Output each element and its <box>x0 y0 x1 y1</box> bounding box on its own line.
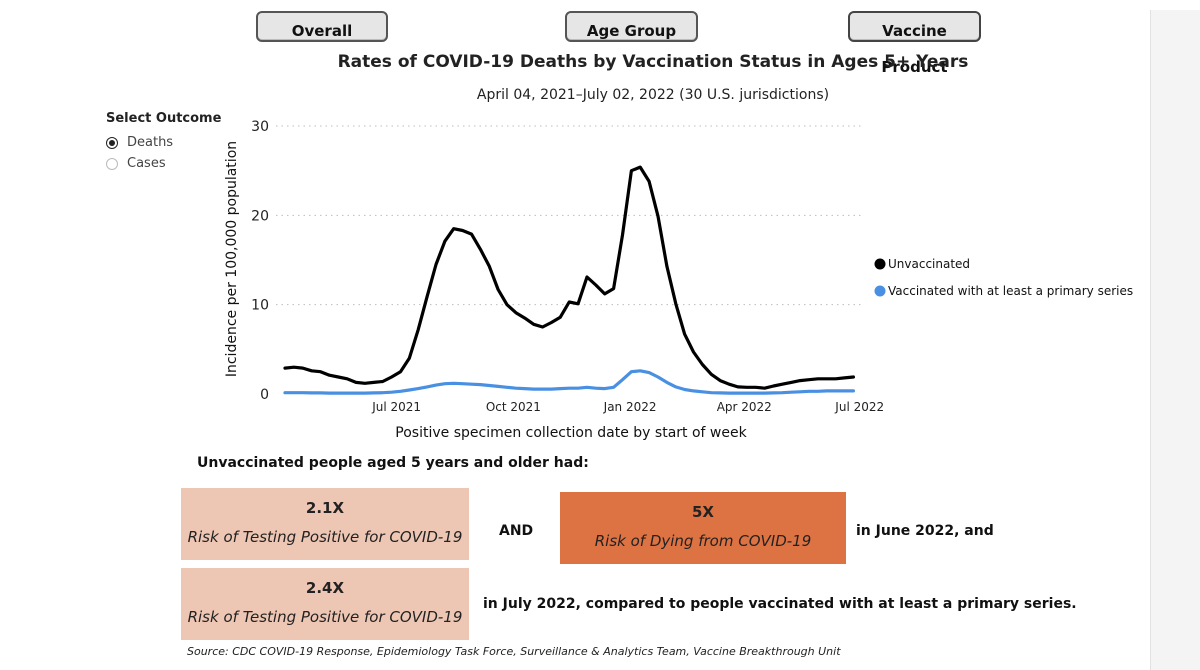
legend-label: Vaccinated with at least a primary serie… <box>888 284 1133 298</box>
legend-label: Unvaccinated <box>888 257 970 271</box>
legend-marker-icon <box>874 258 886 270</box>
tab-age-group[interactable]: Age Group <box>565 11 698 42</box>
y-axis-ticks: 0 10 20 30 <box>251 119 269 403</box>
outcome-option-label: Deaths <box>127 135 174 150</box>
july-period-text: in July 2022, compared to people vaccina… <box>483 596 1077 612</box>
kpi-card-june-cases: 2.1X Risk of Testing Positive for COVID-… <box>181 488 469 560</box>
x-tick-label: Jan 2022 <box>603 400 657 414</box>
scrollbar-gutter[interactable] <box>1150 10 1200 670</box>
line-chart: 0 10 20 30 Jul 2021 Oct 2021 Jan 2022 Apr 2022… <box>224 119 1133 441</box>
radio-checked-icon[interactable] <box>106 136 118 149</box>
x-axis-ticks: Jul 2021 Oct 2021 Jan 2022 Apr 2022 Jul 2022 <box>371 400 884 414</box>
kpi-value: 5X <box>691 503 714 521</box>
chart-title: Rates of COVID-19 Deaths by Vaccination … <box>337 52 969 72</box>
and-connector: AND <box>499 523 534 539</box>
legend-marker-icon <box>874 285 886 297</box>
outcome-option-deaths[interactable]: Deaths <box>106 132 221 153</box>
outcome-selector: Select Outcome Deaths Cases <box>106 111 221 174</box>
x-tick-label: Jul 2022 <box>834 400 884 414</box>
y-tick-label: 0 <box>260 387 269 403</box>
kpi-label: Risk of Testing Positive for COVID-19 <box>187 608 463 626</box>
radio-unchecked-icon[interactable] <box>106 157 118 170</box>
x-tick-label: Apr 2022 <box>717 400 772 414</box>
summary-heading: Unvaccinated people aged 5 years and old… <box>197 455 589 471</box>
x-tick-label: Oct 2021 <box>486 400 541 414</box>
chart-legend: Unvaccinated Vaccinated with at least a p… <box>874 257 1133 298</box>
chart-series <box>283 165 856 395</box>
y-tick-label: 30 <box>251 119 269 135</box>
kpi-label: Risk of Testing Positive for COVID-19 <box>187 528 463 546</box>
june-period-text: in June 2022, and <box>856 523 994 539</box>
series-line <box>283 369 856 395</box>
x-axis-label: Positive specimen collection date by sta… <box>395 425 747 441</box>
outcome-option-cases[interactable]: Cases <box>106 153 221 174</box>
kpi-value: 2.4X <box>305 579 345 597</box>
kpi-card-july-cases: 2.4X Risk of Testing Positive for COVID-… <box>181 568 469 640</box>
chart-gridlines <box>276 125 861 306</box>
outcome-selector-title: Select Outcome <box>106 111 222 126</box>
chart-subtitle: April 04, 2021–July 02, 2022 (30 U.S. ju… <box>476 87 830 103</box>
x-tick-label: Jul 2021 <box>371 400 421 414</box>
kpi-value: 2.1X <box>305 499 345 517</box>
series-line <box>283 165 856 390</box>
kpi-card-june-deaths: 5X Risk of Dying from COVID-19 <box>560 492 846 564</box>
source-note: Source: CDC COVID-19 Response, Epidemiol… <box>187 645 841 658</box>
y-tick-label: 10 <box>251 298 269 314</box>
y-axis-label: Incidence per 100,000 population <box>224 141 240 377</box>
tab-vaccine-product[interactable]: Vaccine Product <box>848 11 981 76</box>
kpi-label: Risk of Dying from COVID-19 <box>594 532 812 550</box>
tab-overall[interactable]: Overall <box>256 11 388 42</box>
y-tick-label: 20 <box>251 208 269 224</box>
outcome-option-label: Cases <box>127 156 166 171</box>
